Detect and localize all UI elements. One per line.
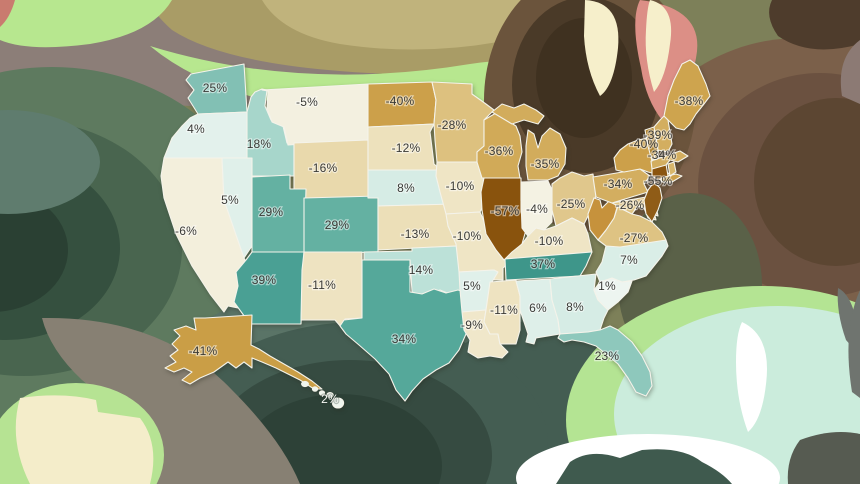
state-hi[interactable] xyxy=(301,380,345,409)
state-label-oh: -25% xyxy=(557,197,586,211)
state-label-co: 29% xyxy=(325,218,350,232)
state-label-nd: -40% xyxy=(386,94,415,108)
state-label-nm: -11% xyxy=(308,278,336,292)
state-labels: 25% 4% -6% 18% 5% 29% 39% -5% -16% 29% -11% -40% -12… xyxy=(174,80,705,407)
background-blob xyxy=(0,188,68,312)
state-ri[interactable] xyxy=(667,161,677,177)
background-blob xyxy=(238,394,442,484)
us-states xyxy=(160,59,711,409)
state-label-la: -9% xyxy=(461,318,483,332)
state-label-ne: 8% xyxy=(397,181,415,195)
state-az[interactable] xyxy=(233,251,305,325)
state-label-ak: -41% xyxy=(189,344,218,358)
state-label-ia: -10% xyxy=(446,179,475,193)
background-blob xyxy=(556,449,732,484)
state-vt[interactable] xyxy=(644,126,659,162)
state-label-ok: 14% xyxy=(409,263,434,277)
background-blob xyxy=(848,290,860,398)
state-label-ny: -40% xyxy=(630,137,659,151)
state-nc[interactable] xyxy=(595,239,669,283)
state-label-az: 39% xyxy=(252,273,277,287)
state-label-nc: 7% xyxy=(620,253,638,267)
background-blob xyxy=(15,395,154,484)
state-label-il: -57% xyxy=(491,204,520,218)
state-ak[interactable] xyxy=(164,314,323,390)
state-label-ct: -55% xyxy=(644,174,673,188)
state-label-wa: 25% xyxy=(203,81,228,95)
state-nh[interactable] xyxy=(653,115,673,153)
state-label-md: -26% xyxy=(616,198,645,212)
background-blob xyxy=(787,432,860,484)
background-blob xyxy=(0,0,172,48)
state-label-tx: 34% xyxy=(392,332,417,346)
state-label-ga: 8% xyxy=(566,300,584,314)
state-label-ma: -34% xyxy=(648,148,677,162)
state-label-ms: -11% xyxy=(490,303,518,317)
background-blob xyxy=(769,0,860,50)
state-ny-long-island[interactable] xyxy=(659,173,683,183)
state-label-ar: 5% xyxy=(463,279,481,293)
state-nj[interactable] xyxy=(643,181,663,223)
state-nv[interactable] xyxy=(221,157,253,259)
state-wa[interactable] xyxy=(185,63,248,115)
state-mi-upper[interactable] xyxy=(491,103,545,125)
state-label-me: -38% xyxy=(675,94,704,108)
background-blob xyxy=(0,0,15,27)
state-label-mo: -10% xyxy=(453,229,482,243)
background-blob xyxy=(42,317,300,484)
state-label-ut: 29% xyxy=(259,205,284,219)
state-ma[interactable] xyxy=(650,150,689,170)
state-label-tn: 37% xyxy=(531,257,556,271)
state-tn[interactable] xyxy=(504,251,593,281)
background-blob xyxy=(754,98,860,266)
background-blob xyxy=(736,322,767,432)
state-label-pa: -34% xyxy=(604,177,633,191)
state-label-sd: -12% xyxy=(392,141,421,155)
background-blob xyxy=(0,110,100,214)
state-label-va: -27% xyxy=(620,231,649,245)
state-fl[interactable] xyxy=(557,325,653,397)
state-label-ky: -10% xyxy=(535,234,564,248)
background-blob xyxy=(584,0,619,96)
state-label-mt: -5% xyxy=(296,95,318,109)
background-blob xyxy=(645,0,672,92)
state-ga[interactable] xyxy=(549,273,609,335)
state-label-ks: -13% xyxy=(401,227,430,241)
state-label-mi: -35% xyxy=(531,157,560,171)
state-mi-lower[interactable] xyxy=(525,127,567,181)
state-label-in: -4% xyxy=(526,202,548,216)
background-blob xyxy=(840,40,860,104)
state-label-mn: -28% xyxy=(438,118,467,132)
state-label-nv: 5% xyxy=(221,193,239,207)
state-label-al: 6% xyxy=(529,301,547,315)
state-label-or: 4% xyxy=(187,122,205,136)
state-label-wi: -36% xyxy=(485,144,514,158)
state-label-vt: -39% xyxy=(644,128,673,142)
background-blob xyxy=(262,0,560,50)
state-label-wy: -16% xyxy=(309,161,338,175)
state-label-id: 18% xyxy=(247,137,272,151)
state-label-sc: 1% xyxy=(598,279,616,293)
state-label-fl: 23% xyxy=(595,349,620,363)
state-me[interactable] xyxy=(663,59,711,131)
state-label-ca: -6% xyxy=(175,224,197,238)
state-label-hi: 2% xyxy=(321,392,339,406)
state-tx[interactable] xyxy=(339,259,467,402)
